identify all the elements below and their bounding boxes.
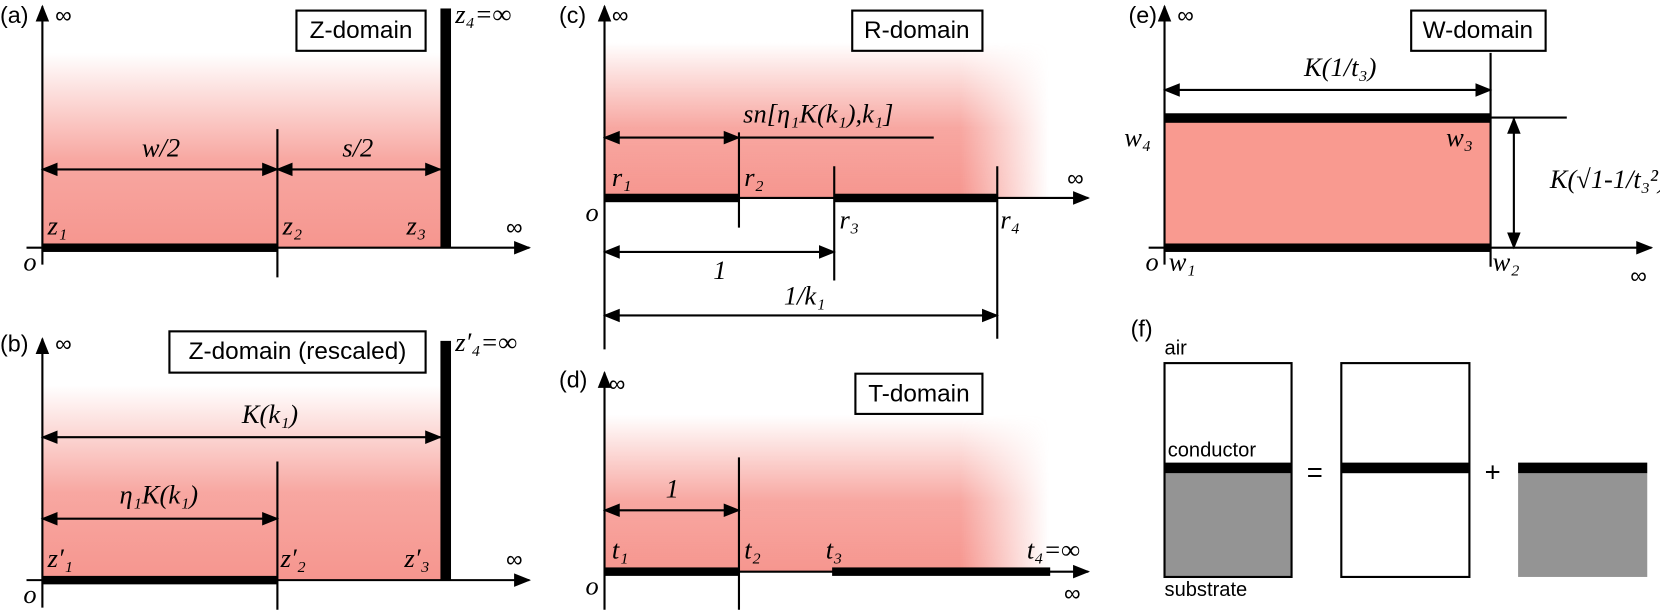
origin-label: o: [1145, 247, 1158, 277]
operator: +: [1485, 457, 1501, 488]
point-label: z′₂: [280, 543, 306, 573]
field-region: [604, 42, 1050, 198]
operator: =: [1307, 457, 1323, 488]
dimension-label: s/2: [342, 132, 373, 162]
conductor: [42, 243, 278, 252]
point-label: z₁: [47, 211, 68, 241]
infinity-label: ∞: [506, 214, 523, 240]
origin-label: o: [585, 571, 598, 601]
point-label: w₄: [1124, 122, 1151, 152]
panel-d: T-domain (d) ∞ o ∞ t₁ t₂ t₃ t₄=∞ 1: [559, 366, 1090, 610]
conductor: [834, 193, 998, 203]
dimension-label: sn[η₁K(k₁),k₁]: [743, 99, 893, 129]
field-region: [42, 385, 445, 581]
conductor: [42, 575, 278, 585]
dimension-label: w/2: [142, 132, 180, 162]
point-label: r₂: [744, 162, 764, 192]
panel-tag: (f): [1131, 315, 1153, 341]
infinity-label: ∞: [1064, 580, 1081, 606]
point-label: t₂: [744, 535, 761, 565]
dimension-label: K(√1-1/t₃²): [1549, 164, 1660, 194]
title-box: [295, 9, 427, 52]
panel-title: T-domain: [868, 380, 969, 407]
title-box: [851, 9, 984, 52]
panel-c: R-domain (c) ∞ o ∞ r₁ r₂ r₃ r₄ sn[η₁K(k₁…: [559, 2, 1090, 350]
conductor: [604, 567, 739, 576]
dimension-label: K(k₁): [241, 399, 298, 429]
infinity-label: ∞: [612, 2, 629, 28]
title-box: [168, 330, 427, 374]
panel-tag: (d): [559, 366, 587, 392]
point-label: r₄: [1000, 204, 1019, 234]
infinity-label: ∞: [609, 370, 626, 396]
infinity-label: ∞: [1630, 263, 1647, 289]
field-region: [42, 52, 445, 248]
dimension-label: 1: [713, 255, 726, 285]
point-label: w₂: [1493, 247, 1520, 277]
panel-b: Z-domain (rescaled) (b) ∞ o ∞ z′₁ z′₂ z′…: [0, 327, 532, 610]
infinity-label: ∞: [1067, 165, 1084, 191]
point-label: t₃: [826, 535, 843, 565]
conductor: [1164, 462, 1292, 474]
point-label: z₂: [282, 211, 303, 241]
title-box: [854, 372, 984, 415]
conductor: [604, 193, 739, 203]
title-box: [1410, 9, 1547, 52]
point-label: z₄=∞: [454, 0, 511, 29]
field-region: [1164, 118, 1491, 248]
panel-a: Z-domain (a) ∞ o ∞ z₁ z₂ z₃ z₄=∞ w/2 s/2: [0, 0, 532, 278]
panel-tag: (b): [0, 330, 28, 356]
point-label: r₁: [612, 162, 632, 192]
infinity-label: ∞: [55, 2, 72, 28]
point-label: z′₁: [47, 543, 73, 573]
point-label: w₁: [1169, 247, 1196, 277]
point-label: z₃: [406, 211, 427, 241]
point-label: t₄=∞: [1027, 535, 1080, 565]
ground-plane: [440, 8, 452, 248]
field-region: [604, 414, 1050, 572]
panel-e: W-domain (e) ∞ o ∞ w₁ w₂ w₃ w₄ K(1/t₃) K…: [1124, 2, 1660, 288]
panel-title: Z-domain (rescaled): [189, 338, 407, 365]
infinity-label: ∞: [55, 330, 72, 356]
panel-title: Z-domain: [310, 17, 413, 44]
panel-f: (f) air conductor substrate = +: [1131, 315, 1648, 601]
dimension-label: 1/k₁: [784, 281, 826, 311]
conductor: [1164, 113, 1491, 123]
panel-tag: (c): [559, 2, 586, 28]
region-label: substrate: [1165, 579, 1248, 601]
ground-plane: [440, 340, 452, 581]
region-label: conductor: [1168, 439, 1257, 461]
infinity-label: ∞: [1177, 2, 1194, 28]
substrate: [1164, 473, 1292, 577]
dimension-label: 1: [666, 473, 679, 503]
point-label: t₁: [612, 535, 629, 565]
panel-title: W-domain: [1423, 17, 1533, 44]
point-label: r₃: [840, 204, 859, 234]
point-label: w₃: [1446, 122, 1473, 152]
panel-tag: (e): [1129, 2, 1157, 28]
origin-label: o: [585, 197, 598, 227]
conductor: [1164, 243, 1491, 252]
origin-label: o: [23, 247, 36, 277]
conductor: [832, 567, 1051, 576]
region-label: air: [1165, 338, 1188, 360]
conductor: [1518, 462, 1648, 474]
point-label: z′₃: [403, 543, 429, 573]
substrate: [1518, 473, 1648, 577]
point-label: z′₄=∞: [454, 327, 517, 357]
origin-label: o: [23, 579, 36, 609]
dimension-label: η₁K(k₁): [120, 480, 199, 510]
panel-tag: (a): [0, 2, 28, 28]
infinity-label: ∞: [506, 546, 523, 572]
panel-title: R-domain: [864, 17, 969, 44]
conductor: [1341, 462, 1470, 474]
dimension-label: K(1/t₃): [1303, 52, 1376, 82]
